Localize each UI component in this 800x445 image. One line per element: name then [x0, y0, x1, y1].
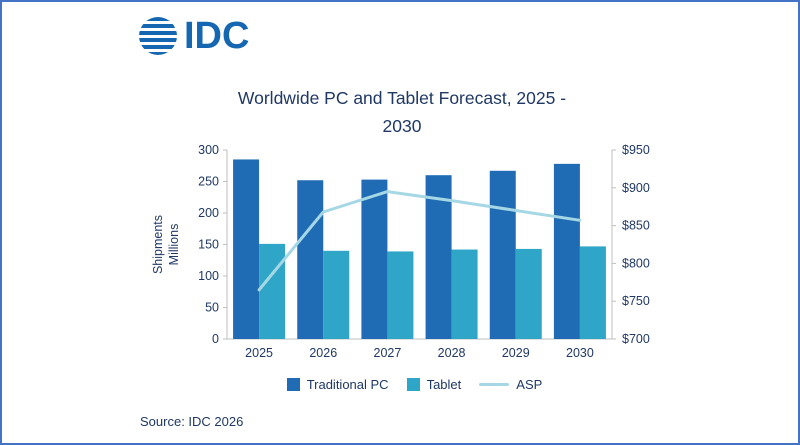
x-axis-tick-label: 2026	[309, 346, 337, 360]
bar-traditional-pc-2028	[425, 175, 452, 339]
legend-label-traditional-pc: Traditional PC	[306, 377, 389, 392]
y-axis-title: Shipments	[151, 215, 165, 274]
left-axis-tick-label: 100	[198, 269, 219, 283]
right-axis-tick-label: $750	[622, 294, 650, 308]
left-axis-tick-label: 200	[198, 206, 219, 220]
x-axis-tick-label: 2025	[245, 346, 273, 360]
x-axis-tick-label: 2027	[374, 346, 402, 360]
idc-logo: IDC	[137, 15, 249, 57]
bar-tablet-2026	[323, 250, 350, 339]
left-axis-tick-label: 0	[212, 332, 219, 346]
right-axis-tick-label: $800	[622, 256, 650, 270]
right-axis-tick-label: $950	[622, 143, 650, 157]
legend-item-asp: ASP	[479, 377, 542, 392]
right-axis-tick-label: $850	[622, 219, 650, 233]
legend-label-asp: ASP	[516, 377, 543, 392]
source-note: Source: IDC 2026	[140, 414, 244, 429]
left-axis-tick-label: 150	[198, 238, 219, 252]
chart-title: Worldwide PC and Tablet Forecast, 2025 -…	[152, 84, 652, 140]
x-axis-tick-label: 2029	[502, 346, 530, 360]
chart-title-line2: 2030	[382, 116, 422, 136]
legend-label-tablet: Tablet	[426, 377, 462, 392]
idc-logo-text: IDC	[184, 15, 250, 57]
bar-traditional-pc-2030	[553, 163, 580, 339]
asp-line	[257, 190, 582, 292]
legend-swatch-traditional-pc	[286, 378, 300, 391]
bar-traditional-pc-2026	[297, 180, 324, 339]
bar-tablet-2030	[579, 246, 606, 339]
bar-tablet-2027	[387, 251, 414, 339]
legend-item-tablet: Tablet	[406, 377, 462, 392]
x-axis-tick-label: 2028	[438, 346, 466, 360]
idc-globe-icon	[139, 17, 177, 55]
chart-title-line1: Worldwide PC and Tablet Forecast, 2025 -	[237, 88, 567, 108]
bar-tablet-2025	[259, 243, 286, 339]
bar-tablet-2028	[451, 249, 478, 339]
bar-traditional-pc-2029	[489, 170, 516, 339]
bar-tablet-2029	[515, 248, 542, 339]
legend-swatch-asp-line	[479, 383, 510, 386]
bar-traditional-pc-2025	[233, 159, 260, 339]
legend-item-traditional-pc: Traditional PC	[286, 377, 389, 392]
left-axis-tick-label: 250	[198, 175, 219, 189]
right-axis-tick-label: $900	[622, 181, 650, 195]
y-axis-title: Millions	[167, 224, 181, 266]
x-axis-tick-label: 2030	[566, 346, 594, 360]
left-axis-tick-label: 300	[198, 143, 219, 157]
bar-traditional-pc-2027	[361, 179, 388, 339]
chart-legend: Traditional PC Tablet ASP	[142, 377, 687, 392]
left-axis-tick-label: 50	[205, 301, 219, 315]
chart-plot: 300 250 200 150 100 50 0 $950 $900 $850 $800 $750 $7…	[151, 143, 650, 360]
right-axis-tick-label: $700	[622, 332, 650, 346]
legend-swatch-tablet	[406, 378, 420, 391]
